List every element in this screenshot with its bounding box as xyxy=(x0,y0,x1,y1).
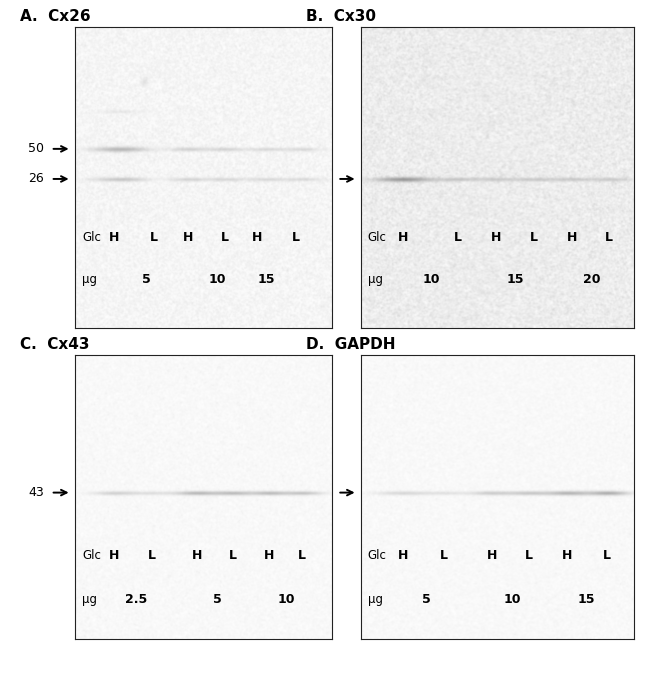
Text: 43: 43 xyxy=(29,486,44,499)
Text: Glc: Glc xyxy=(368,548,387,562)
Text: L: L xyxy=(148,548,156,562)
Text: 5: 5 xyxy=(213,593,222,606)
Text: H: H xyxy=(252,231,262,244)
Text: 5: 5 xyxy=(142,273,151,286)
Text: L: L xyxy=(221,231,229,244)
Text: Glc: Glc xyxy=(368,231,387,244)
Text: 10: 10 xyxy=(209,273,226,286)
Text: μg: μg xyxy=(83,273,98,286)
Text: 10: 10 xyxy=(504,593,521,606)
Text: μg: μg xyxy=(83,593,98,606)
Text: B.  Cx30: B. Cx30 xyxy=(306,9,376,24)
Text: 10: 10 xyxy=(423,273,441,286)
Text: 10: 10 xyxy=(278,593,295,606)
Text: L: L xyxy=(605,231,613,244)
Text: 15: 15 xyxy=(257,273,275,286)
Text: L: L xyxy=(292,231,300,244)
Text: L: L xyxy=(229,548,237,562)
Text: H: H xyxy=(263,548,274,562)
Text: A.  Cx26: A. Cx26 xyxy=(20,9,90,24)
Text: H: H xyxy=(487,548,497,562)
Text: L: L xyxy=(525,548,532,562)
Text: 20: 20 xyxy=(582,273,600,286)
Text: 15: 15 xyxy=(577,593,595,606)
Text: 26: 26 xyxy=(29,172,44,185)
Text: 15: 15 xyxy=(506,273,524,286)
Text: μg: μg xyxy=(368,273,383,286)
Text: L: L xyxy=(603,548,610,562)
Text: H: H xyxy=(398,231,408,244)
Text: H: H xyxy=(192,548,202,562)
Text: D.  GAPDH: D. GAPDH xyxy=(306,337,395,352)
Text: L: L xyxy=(440,548,448,562)
Text: H: H xyxy=(109,231,120,244)
Text: Glc: Glc xyxy=(83,548,101,562)
Text: Glc: Glc xyxy=(83,231,101,244)
Text: L: L xyxy=(530,231,538,244)
Text: H: H xyxy=(567,231,577,244)
Text: H: H xyxy=(562,548,572,562)
Text: L: L xyxy=(454,231,462,244)
Text: 36: 36 xyxy=(315,486,331,499)
Text: μg: μg xyxy=(368,593,383,606)
Text: H: H xyxy=(491,231,501,244)
Text: 2.5: 2.5 xyxy=(125,593,148,606)
Text: C.  Cx43: C. Cx43 xyxy=(20,337,89,352)
Text: H: H xyxy=(109,548,120,562)
Text: 30: 30 xyxy=(315,172,331,185)
Text: 5: 5 xyxy=(422,593,431,606)
Text: H: H xyxy=(183,231,193,244)
Text: H: H xyxy=(398,548,408,562)
Text: 50: 50 xyxy=(28,143,44,155)
Text: L: L xyxy=(298,548,306,562)
Text: L: L xyxy=(150,231,159,244)
